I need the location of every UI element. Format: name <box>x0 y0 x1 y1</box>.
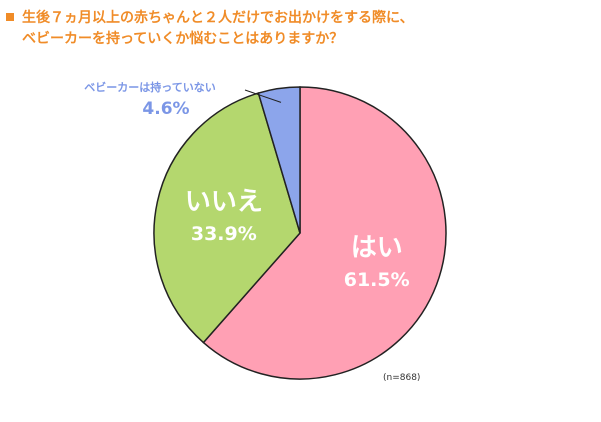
label-yes: はい 61.5% <box>344 233 410 291</box>
slice-yes <box>202 86 447 380</box>
chart-title-line-1: 生後７ヵ月以上の赤ちゃんと２人だけでお出かけをする際に、 <box>22 10 414 26</box>
label-no-stroller-name: ベビーカーは持っていない <box>84 80 215 94</box>
label-no-value: 33.9% <box>191 223 257 245</box>
slice-no <box>153 92 301 344</box>
slice-no-stroller <box>257 86 301 234</box>
label-no-stroller: ベビーカーは持っていない 4.6% <box>84 80 215 119</box>
label-no-stroller-value: 4.6% <box>142 99 189 119</box>
chart-title: 生後７ヵ月以上の赤ちゃんと２人だけでお出かけをする際に、 ベビーカーを持っていく… <box>6 8 596 50</box>
label-yes-name: はい <box>351 233 403 263</box>
pie-labels: はい 61.5% いいえ 33.9% ベビーカーは持っていない 4.6% <box>84 80 409 291</box>
chart-title-line-2: ベビーカーを持っていくか悩むことはありますか？ <box>22 31 344 47</box>
label-no: いいえ 33.9% <box>185 187 263 245</box>
pie-slices <box>153 86 447 380</box>
title-square-marker <box>6 13 14 21</box>
callout-leader-line <box>244 89 282 103</box>
label-no-name: いいえ <box>185 187 263 217</box>
sample-size-note: (n=868) <box>383 373 420 383</box>
label-yes-value: 61.5% <box>344 269 410 291</box>
